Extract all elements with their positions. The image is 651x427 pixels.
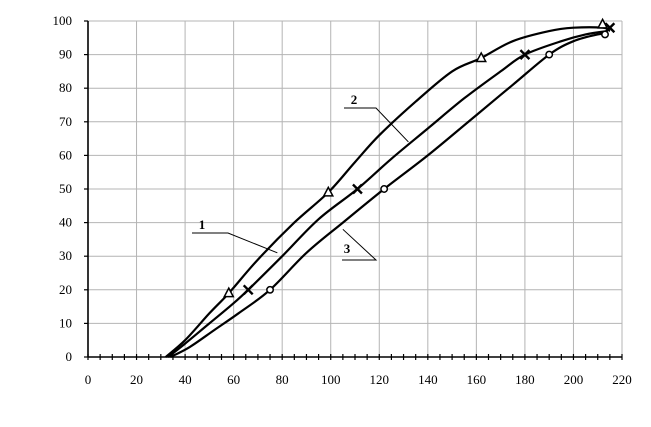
x-tick-label: 20 [130, 372, 143, 387]
marker-triangle-series-1 [223, 286, 235, 298]
x-tick-label: 140 [418, 372, 438, 387]
x-tick-label: 200 [564, 372, 584, 387]
marker-circle-series-3 [545, 50, 554, 59]
y-tick-label: 40 [59, 215, 72, 230]
marker-triangle-series-1 [596, 17, 609, 29]
x-tick-label: 100 [321, 372, 341, 387]
y-tick-label: 30 [59, 248, 72, 263]
y-tick-label: 90 [59, 47, 72, 62]
marker-circle-series-3 [380, 185, 389, 193]
curve-label-1: 1 [199, 217, 206, 232]
marker-triangle-series-1 [475, 51, 487, 63]
x-tick-label: 40 [179, 372, 192, 387]
x-tick-label: 160 [467, 372, 487, 387]
x-tick-label: 0 [85, 372, 92, 387]
axes: 0 20 40 60 80 100 120 140 160 180 200 2200102030405… [53, 13, 632, 387]
series-line-1 [164, 26, 611, 358]
marker-cross-series-2 [604, 22, 616, 34]
y-tick-label: 100 [53, 13, 73, 28]
curve-label-2: 2 [351, 92, 358, 107]
marker-circle-series-3 [266, 285, 274, 294]
marker-layer [223, 17, 616, 298]
series-line-2 [167, 30, 608, 358]
curve-label-3: 3 [344, 241, 351, 256]
callout-leader-3 [342, 228, 378, 261]
series-layer [164, 26, 611, 358]
y-tick-label: 0 [66, 349, 73, 364]
callout-leader-1 [192, 232, 278, 254]
marker-circle-series-3 [601, 30, 609, 39]
x-tick-label: 60 [227, 372, 240, 387]
callout-leader-2 [344, 107, 409, 143]
y-tick-label: 80 [59, 80, 72, 95]
marker-cross-series-2 [242, 284, 254, 296]
grid [87, 20, 623, 358]
y-tick-label: 20 [59, 282, 72, 297]
marker-cross-series-2 [519, 49, 531, 60]
y-tick-label: 10 [59, 315, 72, 330]
x-tick-label: 180 [515, 372, 535, 387]
series-line-3 [169, 32, 608, 358]
y-tick-label: 70 [59, 114, 72, 129]
x-tick-label: 120 [370, 372, 390, 387]
annotations: 1 2 3 [192, 92, 409, 261]
marker-cross-series-2 [352, 183, 363, 195]
marker-triangle-series-1 [322, 185, 335, 197]
y-tick-label: 50 [59, 181, 72, 196]
x-tick-label: 80 [276, 372, 289, 387]
y-tick-label: 60 [59, 147, 72, 162]
x-tick-label: 220 [612, 372, 632, 387]
